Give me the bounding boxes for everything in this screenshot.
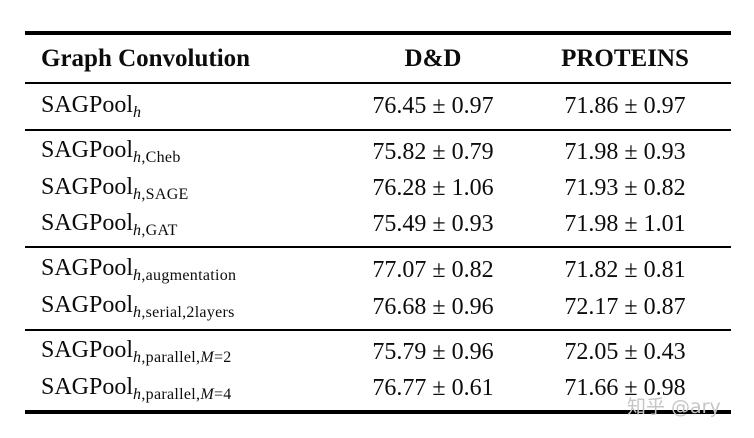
method-subscript: h,SAGE [133,185,189,203]
table-row: SAGPoolh,parallel,M=2 75.79 ± 0.96 72.05 ±… [25,337,731,367]
table-section: SAGPoolh,parallel,M=2 75.79 ± 0.96 72.05 ±… [25,331,731,410]
table-section: SAGPoolh 76.45 ± 0.97 71.86 ± 0.97 [25,84,731,131]
proteins-value: 71.86 ± 0.97 [564,93,686,119]
header-proteins: PROTEINS [561,44,689,72]
table-section: SAGPoolh,augmentation 77.07 ± 0.82 71.82 ±… [25,248,731,331]
dd-value: 75.82 ± 0.79 [372,138,494,165]
method-subscript: h [133,103,142,121]
proteins-value: 71.82 ± 0.81 [564,256,686,283]
method-name: SAGPoolh,GAT [41,209,178,239]
watermark: 知乎 @ary [627,396,721,418]
method-name: SAGPoolh,SAGE [41,173,189,203]
proteins-value: 71.66 ± 0.98 [564,375,686,402]
proteins-value: 71.98 ± 0.93 [564,138,686,165]
table-row: SAGPoolh,SAGE 76.28 ± 1.06 71.93 ± 0.82 [25,174,731,204]
method-name: SAGPoolh,augmentation [41,255,237,284]
table-body: SAGPoolh 76.45 ± 0.97 71.86 ± 0.97 SAGPoolh… [25,84,731,410]
method-subscript: h,Cheb [133,149,181,167]
dd-value: 75.79 ± 0.96 [372,338,494,365]
method-name: SAGPoolh,parallel,M=4 [41,373,232,403]
proteins-value: 71.98 ± 1.01 [564,211,686,238]
method-name: SAGPoolh [41,91,142,121]
method-subscript: h,parallel,M=4 [133,385,232,403]
dd-value: 75.49 ± 0.93 [372,211,494,238]
dd-value: 76.68 ± 0.96 [372,293,494,320]
dd-value: 76.45 ± 0.97 [372,93,494,119]
table-row: SAGPoolh,augmentation 77.07 ± 0.82 71.82 ±… [25,255,731,285]
method-name: SAGPoolh,Cheb [41,137,181,167]
method-subscript: h,serial,2layers [133,304,235,321]
table-header-row: Graph Convolution D&D PROTEINS [25,35,731,84]
method-subscript: h,parallel,M=2 [133,349,232,367]
table-row: SAGPoolh,Cheb 75.82 ± 0.79 71.98 ± 0.93 [25,137,731,167]
table-row: SAGPoolh,serial,2layers 76.68 ± 0.96 72.17… [25,292,731,322]
table-row: SAGPoolh 76.45 ± 0.97 71.86 ± 0.97 [25,92,731,122]
proteins-value: 72.05 ± 0.43 [564,338,686,365]
header-graph-convolution: Graph Convolution [41,44,251,72]
method-name: SAGPoolh,serial,2layers [41,292,235,321]
method-subscript: h,augmentation [133,267,237,284]
dd-value: 76.77 ± 0.61 [372,375,494,402]
proteins-value: 71.93 ± 0.82 [564,175,686,201]
header-dd: D&D [404,44,462,72]
proteins-value: 72.17 ± 0.87 [564,293,686,320]
dd-value: 77.07 ± 0.82 [372,256,494,283]
table-section: SAGPoolh,Cheb 75.82 ± 0.79 71.98 ± 0.93 SAG… [25,131,731,248]
dd-value: 76.28 ± 1.06 [372,175,494,201]
results-table: Graph Convolution D&D PROTEINS SAGPoolh 7… [25,31,731,414]
table-row: SAGPoolh,GAT 75.49 ± 0.93 71.98 ± 1.01 [25,210,731,240]
method-name: SAGPoolh,parallel,M=2 [41,337,232,367]
table-row: SAGPoolh,parallel,M=4 76.77 ± 0.61 71.66 ±… [25,374,731,404]
method-subscript: h,GAT [133,221,178,239]
